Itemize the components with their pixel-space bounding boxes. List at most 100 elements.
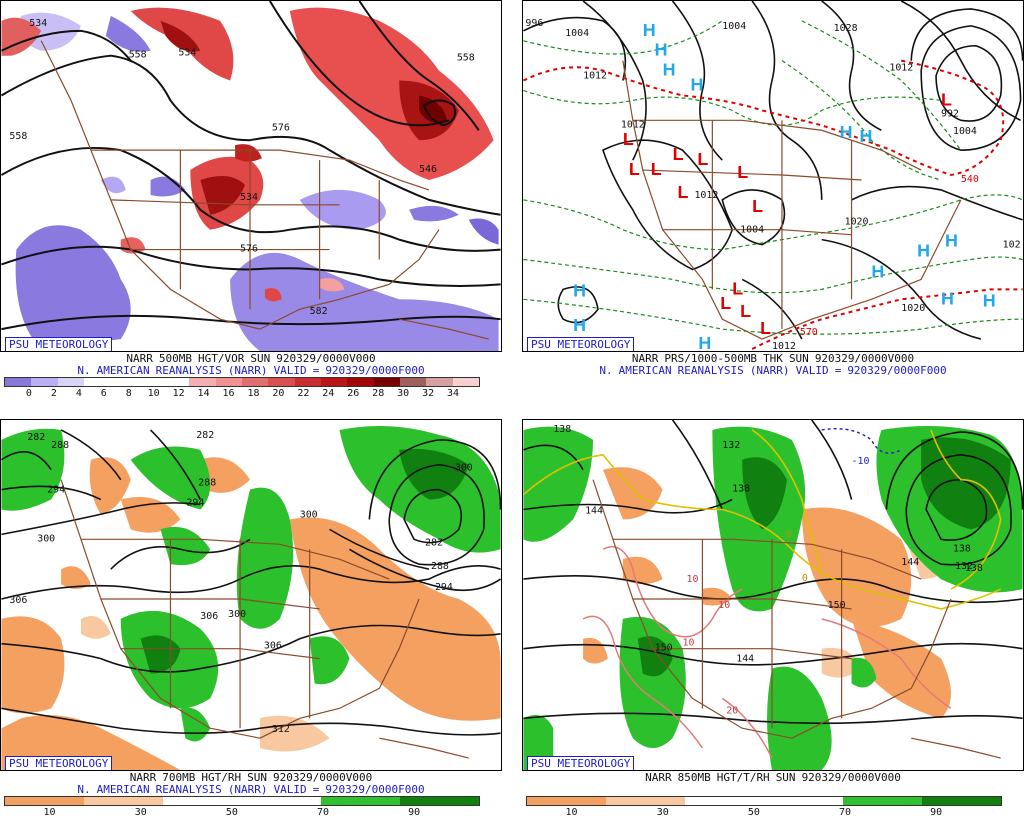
color-scale-vorticity	[4, 377, 480, 387]
pressure-label: 1004	[722, 21, 746, 32]
scale-swatch	[321, 797, 361, 805]
scale-tick-label: 30	[656, 807, 669, 818]
scale-tick-label: 0	[25, 388, 32, 399]
caption-part: SUN	[247, 771, 267, 784]
scale-swatch	[373, 378, 400, 386]
scale-swatch	[110, 378, 137, 386]
scale-swatch	[803, 797, 843, 805]
scale-swatch	[566, 797, 606, 805]
scale-swatch	[57, 378, 84, 386]
pressure-label: 1004	[565, 28, 589, 39]
contour-label: 534	[29, 18, 47, 29]
scale-tick-label: 70	[317, 807, 330, 818]
scale-swatch	[84, 797, 124, 805]
scale-tick-label: 4	[75, 388, 82, 399]
caption-part: (NARR)	[227, 783, 268, 796]
contour-label: 288	[431, 561, 449, 572]
caption-part: =	[312, 364, 320, 377]
svg-text:L: L	[737, 162, 748, 182]
map-500mb-svg: 534 558 558 534 576 558 546 576 582 534	[1, 1, 501, 351]
scale-swatch	[764, 797, 804, 805]
caption-part: SUN	[788, 352, 809, 365]
thickness-label: 540	[961, 174, 979, 185]
caption-part: PRS/1000-500MB	[664, 352, 758, 365]
pressure-label: 1012	[694, 190, 718, 201]
contour-label: 306	[264, 641, 282, 652]
contour-label: 150	[828, 600, 846, 611]
map-700mb-svg: 282 288 282 294 288 294 300 300 282 288 …	[1, 420, 501, 770]
contour-label: 576	[240, 244, 258, 255]
scale-swatch	[268, 378, 295, 386]
scale-swatch	[281, 797, 321, 805]
caption-part: SUN	[250, 352, 271, 365]
scale-swatch	[400, 797, 440, 805]
contour-label: 312	[272, 724, 290, 735]
scale-tick-label: 26	[347, 388, 360, 399]
caption-part: N.	[77, 364, 91, 377]
scale-tick-label: 8	[125, 388, 132, 399]
svg-text:H: H	[698, 333, 711, 351]
scale-swatch	[399, 378, 427, 386]
scale-swatch	[83, 378, 111, 386]
contour-label: 144	[585, 505, 603, 516]
pressure-label: 1020	[845, 217, 869, 228]
scale-tick-label: 90	[930, 807, 943, 818]
scale-tick-label: 30	[134, 807, 147, 818]
temp-label: 10	[686, 574, 698, 585]
caption-part: AMERICAN	[96, 364, 150, 377]
contour-label: 558	[129, 50, 147, 61]
map-700mb: 282 288 282 294 288 294 300 300 282 288 …	[0, 419, 502, 771]
temp-label: 0	[786, 529, 792, 540]
contour-label: 558	[9, 131, 27, 142]
scale-swatch	[163, 797, 203, 805]
temp-label: 10	[683, 638, 695, 649]
caption-part: 920329/0000V000	[276, 352, 376, 365]
scale-tick-label: 20	[272, 388, 285, 399]
svg-text:L: L	[752, 196, 763, 216]
svg-text:L: L	[697, 149, 708, 169]
scale-swatch	[215, 378, 242, 386]
scale-swatch	[202, 797, 242, 805]
svg-text:H: H	[643, 20, 656, 40]
scale-swatch	[294, 378, 321, 386]
scale-swatch	[360, 797, 400, 805]
contour-label: 132	[722, 440, 740, 451]
svg-text:L: L	[941, 89, 952, 109]
panel-500mb: 534 558 558 534 576 558 546 576 582 534 …	[0, 0, 502, 400]
caption-line2: N. AMERICAN REANALYSIS (NARR) VALID = 920329/0…	[522, 365, 1024, 377]
contour-label: 300	[228, 609, 246, 620]
contour-label: 150	[655, 643, 673, 654]
contour-label: 138	[965, 563, 983, 574]
svg-text:H: H	[655, 40, 668, 60]
svg-text:L: L	[629, 159, 640, 179]
map-850mb-svg: 138 144 138 132 138 144 150 144 150 132 …	[523, 420, 1023, 770]
svg-text:H: H	[860, 126, 873, 146]
scale-swatch	[31, 378, 58, 386]
caption-line2: N. AMERICAN REANALYSIS (NARR) VALID = 920329/0…	[0, 365, 502, 377]
caption-part: VALID	[273, 364, 307, 377]
scale-tick-label: 90	[408, 807, 421, 818]
temp-label: 10	[718, 600, 730, 611]
contour-label: 576	[272, 122, 290, 133]
temp-label: -10	[852, 456, 870, 467]
scale-swatch	[123, 797, 163, 805]
svg-text:L: L	[623, 129, 634, 149]
svg-text:H: H	[917, 241, 930, 261]
scale-tick-label: 50	[225, 807, 238, 818]
svg-text:H: H	[573, 315, 586, 335]
caption-part: AMERICAN	[96, 783, 150, 796]
scale-swatch	[439, 797, 479, 805]
caption-part: REANALYSIS	[677, 364, 744, 377]
contour-label: 300	[455, 463, 473, 474]
pressure-label: 992	[941, 108, 959, 119]
scale-swatch	[241, 378, 269, 386]
contour-label: 138	[553, 424, 571, 435]
svg-text:L: L	[673, 144, 684, 164]
caption-line1: NARR PRS/1000-500MB THK SUN 920329/0000V000	[522, 353, 1024, 365]
svg-text:L: L	[732, 278, 743, 298]
scale-swatch	[5, 378, 32, 386]
caption-part: HGT/RH	[201, 771, 242, 784]
scale-swatch	[527, 797, 567, 805]
svg-text:H: H	[871, 261, 884, 281]
